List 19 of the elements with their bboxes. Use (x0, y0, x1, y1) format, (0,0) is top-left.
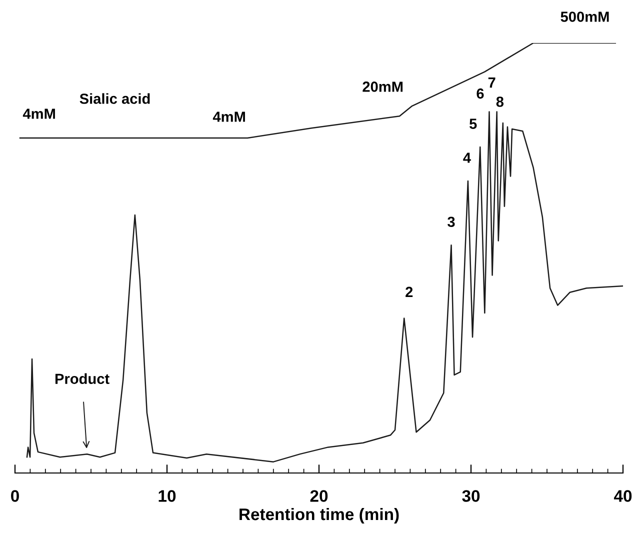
annotation: Sialic acid (80, 93, 150, 104)
x-tick-label: 20 (310, 490, 328, 502)
annotation: 3 (448, 216, 455, 228)
annotation: 7 (488, 78, 496, 88)
annotation: 20mM (362, 82, 403, 92)
annotation: 4mM (212, 112, 245, 122)
annotation: 5 (470, 118, 477, 129)
x-axis-title: Retention time (min) (240, 508, 399, 524)
annotation: 500mM (560, 12, 609, 22)
annotation: Product (55, 373, 110, 384)
annotation: 6 (476, 88, 484, 99)
annotation: 4 (463, 152, 471, 163)
annotation: 8 (496, 96, 504, 107)
x-tick-label: 10 (158, 490, 176, 502)
x-tick-label: 40 (614, 490, 632, 502)
x-tick-label: 0 (11, 490, 19, 502)
annotation: 4mM (22, 108, 55, 119)
annotation: 2 (406, 286, 413, 297)
x-tick-label: 30 (462, 490, 480, 502)
